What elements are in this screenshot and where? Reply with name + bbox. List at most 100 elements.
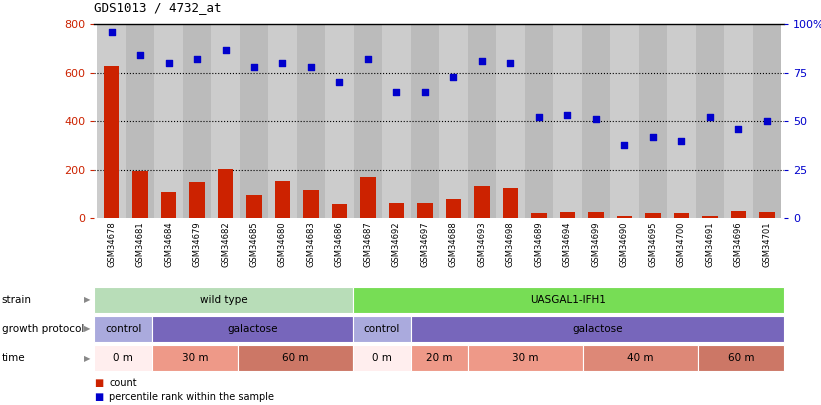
Bar xyxy=(582,24,610,218)
Bar xyxy=(560,212,576,218)
Bar xyxy=(753,24,782,218)
Text: ▶: ▶ xyxy=(84,295,90,304)
Text: strain: strain xyxy=(2,295,32,305)
Text: ▶: ▶ xyxy=(84,324,90,333)
Text: UASGAL1-IFH1: UASGAL1-IFH1 xyxy=(530,295,607,305)
Point xyxy=(532,114,545,121)
Bar xyxy=(353,345,410,371)
Bar xyxy=(645,213,661,218)
Point xyxy=(704,114,717,121)
Point xyxy=(504,60,517,66)
Text: 40 m: 40 m xyxy=(627,353,654,363)
Bar xyxy=(246,195,262,218)
Bar xyxy=(360,177,376,218)
Bar xyxy=(468,345,583,371)
Bar xyxy=(759,212,775,218)
Text: wild type: wild type xyxy=(200,295,248,305)
Bar xyxy=(383,24,410,218)
Bar xyxy=(410,24,439,218)
Bar xyxy=(189,182,205,218)
Bar xyxy=(617,216,632,218)
Bar xyxy=(702,216,718,218)
Bar xyxy=(152,316,353,342)
Bar xyxy=(673,213,690,218)
Bar xyxy=(639,24,667,218)
Text: ■: ■ xyxy=(94,378,103,388)
Bar xyxy=(354,24,383,218)
Bar xyxy=(388,202,404,218)
Point xyxy=(134,52,147,59)
Point xyxy=(390,89,403,96)
Bar xyxy=(132,171,148,218)
Bar xyxy=(332,204,347,218)
Point xyxy=(162,60,175,66)
Point xyxy=(105,29,118,35)
Bar xyxy=(296,24,325,218)
Bar xyxy=(161,192,177,218)
Bar xyxy=(531,213,547,218)
Bar xyxy=(94,345,152,371)
Point xyxy=(247,64,260,70)
Bar xyxy=(502,188,518,218)
Text: control: control xyxy=(364,324,400,334)
Text: 30 m: 30 m xyxy=(512,353,539,363)
Bar xyxy=(103,66,119,218)
Text: count: count xyxy=(109,378,137,388)
Bar xyxy=(152,345,238,371)
Bar xyxy=(240,24,268,218)
Text: galactose: galactose xyxy=(572,324,622,334)
Point xyxy=(675,137,688,144)
Bar xyxy=(183,24,211,218)
Text: 60 m: 60 m xyxy=(282,353,309,363)
Text: GDS1013 / 4732_at: GDS1013 / 4732_at xyxy=(94,1,222,14)
Bar xyxy=(268,24,296,218)
Point xyxy=(646,134,659,140)
Text: control: control xyxy=(105,324,141,334)
Bar xyxy=(154,24,183,218)
Bar xyxy=(325,24,354,218)
Bar xyxy=(475,185,490,218)
Bar xyxy=(353,316,410,342)
Bar xyxy=(583,345,698,371)
Bar xyxy=(553,24,582,218)
Bar xyxy=(417,202,433,218)
Point xyxy=(589,116,603,123)
Bar xyxy=(275,181,291,218)
Text: 30 m: 30 m xyxy=(181,353,209,363)
Text: growth protocol: growth protocol xyxy=(2,324,84,334)
Bar xyxy=(410,345,468,371)
Text: ■: ■ xyxy=(94,392,103,402)
Text: percentile rank within the sample: percentile rank within the sample xyxy=(109,392,274,402)
Point xyxy=(561,112,574,119)
Bar xyxy=(353,287,784,313)
Point xyxy=(333,79,346,86)
Bar xyxy=(238,345,353,371)
Bar xyxy=(496,24,525,218)
Point xyxy=(618,141,631,148)
Point xyxy=(219,46,232,53)
Bar xyxy=(667,24,695,218)
Bar xyxy=(218,168,233,218)
Bar xyxy=(126,24,154,218)
Text: ▶: ▶ xyxy=(84,354,90,362)
Point xyxy=(190,56,204,62)
Bar xyxy=(731,211,746,218)
Bar xyxy=(698,345,784,371)
Point xyxy=(276,60,289,66)
Text: 0 m: 0 m xyxy=(372,353,392,363)
Bar xyxy=(94,287,353,313)
Bar xyxy=(410,316,784,342)
Bar xyxy=(211,24,240,218)
Bar xyxy=(94,316,152,342)
Text: 60 m: 60 m xyxy=(727,353,754,363)
Bar xyxy=(468,24,496,218)
Point xyxy=(732,126,745,132)
Point xyxy=(475,58,488,64)
Text: 20 m: 20 m xyxy=(426,353,452,363)
Bar xyxy=(303,190,319,218)
Point xyxy=(419,89,432,96)
Text: time: time xyxy=(2,353,25,363)
Text: 0 m: 0 m xyxy=(113,353,133,363)
Bar xyxy=(525,24,553,218)
Point xyxy=(361,56,374,62)
